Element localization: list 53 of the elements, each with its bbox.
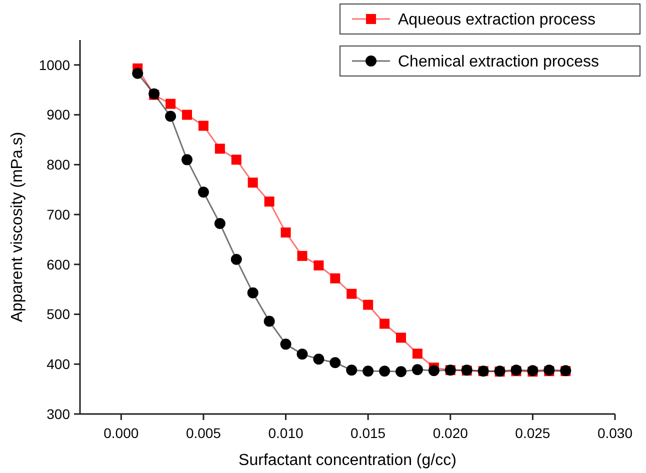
legend-label: Chemical extraction process bbox=[398, 54, 599, 71]
point bbox=[346, 364, 358, 376]
point bbox=[412, 348, 422, 359]
point bbox=[314, 260, 324, 270]
point bbox=[166, 98, 176, 109]
y-tick-label: 500 bbox=[46, 306, 70, 322]
point bbox=[182, 154, 192, 166]
y-tick-label: 800 bbox=[46, 156, 70, 173]
point bbox=[214, 218, 226, 230]
point bbox=[214, 144, 225, 154]
point bbox=[379, 366, 390, 377]
point bbox=[182, 110, 192, 120]
point bbox=[428, 365, 440, 376]
point bbox=[330, 273, 340, 284]
point bbox=[165, 110, 176, 122]
point bbox=[264, 196, 274, 207]
point bbox=[280, 338, 292, 350]
x-tick-label: 0.030 bbox=[597, 425, 633, 441]
point bbox=[362, 366, 374, 377]
point bbox=[264, 316, 275, 327]
y-tick-label: 400 bbox=[46, 356, 70, 372]
x-tick-label: 0.000 bbox=[104, 425, 139, 441]
point bbox=[198, 186, 209, 198]
x-tick-label: 0.010 bbox=[268, 425, 304, 441]
point bbox=[330, 357, 341, 368]
point bbox=[247, 287, 258, 298]
x-tick-label: 0.025 bbox=[515, 425, 550, 441]
y-axis-title: Apparent viscosity (mPa.s) bbox=[9, 132, 26, 322]
y-tick-label: 900 bbox=[46, 106, 70, 123]
y-tick-label: 700 bbox=[46, 206, 70, 222]
y-tick-label: 1000 bbox=[38, 56, 70, 73]
x-tick-label: 0.015 bbox=[350, 425, 386, 441]
point bbox=[396, 332, 406, 343]
point bbox=[396, 366, 406, 378]
point bbox=[280, 227, 291, 238]
point bbox=[132, 68, 144, 79]
point bbox=[231, 154, 242, 165]
x-axis-title: Surfactant concentration (g/cc) bbox=[238, 452, 456, 469]
y-tick-label: 300 bbox=[46, 406, 70, 422]
y-tick-label: 600 bbox=[46, 256, 70, 272]
point bbox=[198, 120, 208, 131]
point bbox=[363, 300, 374, 310]
point bbox=[380, 318, 390, 329]
point bbox=[230, 254, 242, 265]
point bbox=[412, 364, 423, 376]
point bbox=[248, 178, 258, 188]
point bbox=[346, 288, 357, 299]
x-tick-label: 0.005 bbox=[186, 425, 222, 441]
point bbox=[297, 250, 308, 261]
x-tick-label: 0.020 bbox=[432, 425, 468, 441]
point bbox=[296, 348, 308, 360]
legend-label: Aqueous extraction process bbox=[398, 12, 596, 29]
point bbox=[313, 354, 324, 365]
